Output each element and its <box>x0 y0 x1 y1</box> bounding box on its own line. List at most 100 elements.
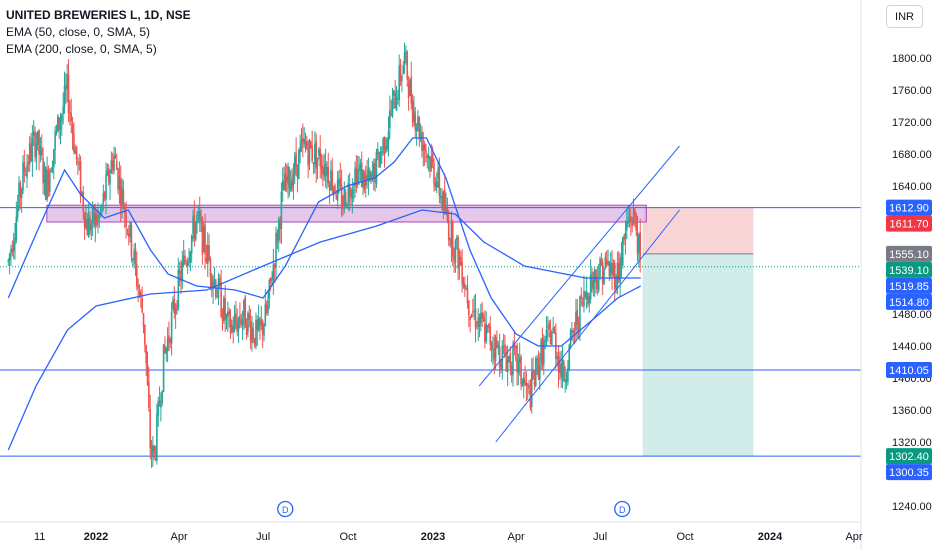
candle-body <box>48 171 51 192</box>
target-zone <box>642 253 754 457</box>
candle-body <box>443 189 446 213</box>
candle-body <box>378 152 380 168</box>
candle-body <box>40 148 43 156</box>
candle-body <box>59 121 62 130</box>
candle-body <box>390 113 392 115</box>
candle-body <box>285 176 288 183</box>
candle-body <box>113 155 115 172</box>
candle-body <box>338 179 340 182</box>
candle-body <box>387 131 390 142</box>
dividend-marker-label: D <box>282 505 289 515</box>
candle-body <box>283 182 285 191</box>
price-label-text: 1410.05 <box>889 365 929 377</box>
candle-body <box>607 262 609 266</box>
candle-body <box>498 347 501 368</box>
candle-body <box>87 217 90 238</box>
x-tick-label: Apr <box>171 531 188 543</box>
candle-body <box>114 155 117 158</box>
candle-body <box>391 98 394 117</box>
candle-body <box>32 131 35 136</box>
candle-body <box>601 262 604 284</box>
candle-body <box>402 65 405 75</box>
price-label-text: 1611.70 <box>890 219 929 231</box>
y-tick-label: 1800.00 <box>892 53 932 65</box>
candle-body <box>372 163 375 179</box>
candle-body <box>67 74 70 114</box>
candle-body <box>484 324 486 343</box>
candle-body <box>514 346 517 348</box>
candle-body <box>422 145 425 151</box>
candle-body <box>393 90 395 96</box>
candle-body <box>466 287 469 304</box>
candle-body <box>94 213 97 227</box>
candle-body <box>474 308 477 327</box>
candle-body <box>395 100 398 111</box>
candle-body <box>310 142 312 148</box>
candle-body <box>172 300 174 309</box>
candle-body <box>50 170 52 173</box>
candle-body <box>293 155 296 175</box>
candle-body <box>287 166 289 185</box>
candle-body <box>348 185 351 197</box>
candle-body <box>486 325 489 327</box>
candle-body <box>118 176 121 190</box>
candle-body <box>257 319 260 331</box>
candle-body <box>35 143 38 159</box>
candle-body <box>599 258 601 277</box>
candle-body <box>185 263 188 265</box>
candle-body <box>366 174 368 180</box>
candle-body <box>209 258 212 278</box>
candle-body <box>235 313 237 323</box>
candle-body <box>638 233 640 253</box>
y-tick-label: 1640.00 <box>892 181 932 193</box>
candle-body <box>73 133 75 152</box>
candle-body <box>548 323 550 330</box>
candle-body <box>122 190 125 209</box>
candle-body <box>476 327 478 329</box>
candle-body <box>95 214 98 225</box>
candle-body <box>540 340 542 364</box>
y-tick-label: 1240.00 <box>892 501 932 513</box>
candle-body <box>105 174 107 200</box>
candle-body <box>493 348 496 360</box>
candle-body <box>472 311 474 313</box>
candle-body <box>603 269 605 285</box>
candle-body <box>382 138 384 151</box>
candle-body <box>276 232 279 243</box>
candle-body <box>497 345 500 348</box>
candle-body <box>36 130 39 146</box>
candle-body <box>316 157 319 166</box>
candle-body <box>585 291 588 299</box>
candle-body <box>307 149 309 166</box>
candle-body <box>572 330 575 334</box>
candle-body <box>20 188 23 199</box>
candle-body <box>568 344 571 370</box>
candle-body <box>481 312 484 319</box>
candle-body <box>559 363 561 374</box>
candle-body <box>433 162 435 184</box>
candle-body <box>434 182 437 187</box>
candle-body <box>360 162 363 188</box>
candle-body <box>561 359 564 380</box>
candle-body <box>545 330 548 340</box>
price-label-text: 1612.90 <box>889 203 929 215</box>
candle-body <box>245 325 248 335</box>
candle-body <box>631 223 633 227</box>
candle-body <box>111 160 114 170</box>
currency-button[interactable]: INR <box>886 5 923 28</box>
candle-body <box>451 222 454 257</box>
candle-body <box>248 314 251 320</box>
candle-body <box>356 170 359 185</box>
candle-body <box>240 320 243 325</box>
candle-body <box>97 215 99 223</box>
candle-body <box>61 114 63 122</box>
candle-body <box>350 195 352 200</box>
candle-body <box>292 174 295 186</box>
price-label-box <box>886 261 932 278</box>
candle-body <box>162 344 165 392</box>
x-tick-label: Jul <box>256 531 270 543</box>
candle-body <box>553 329 556 334</box>
candle-body <box>144 324 146 345</box>
candle-body <box>639 231 641 260</box>
